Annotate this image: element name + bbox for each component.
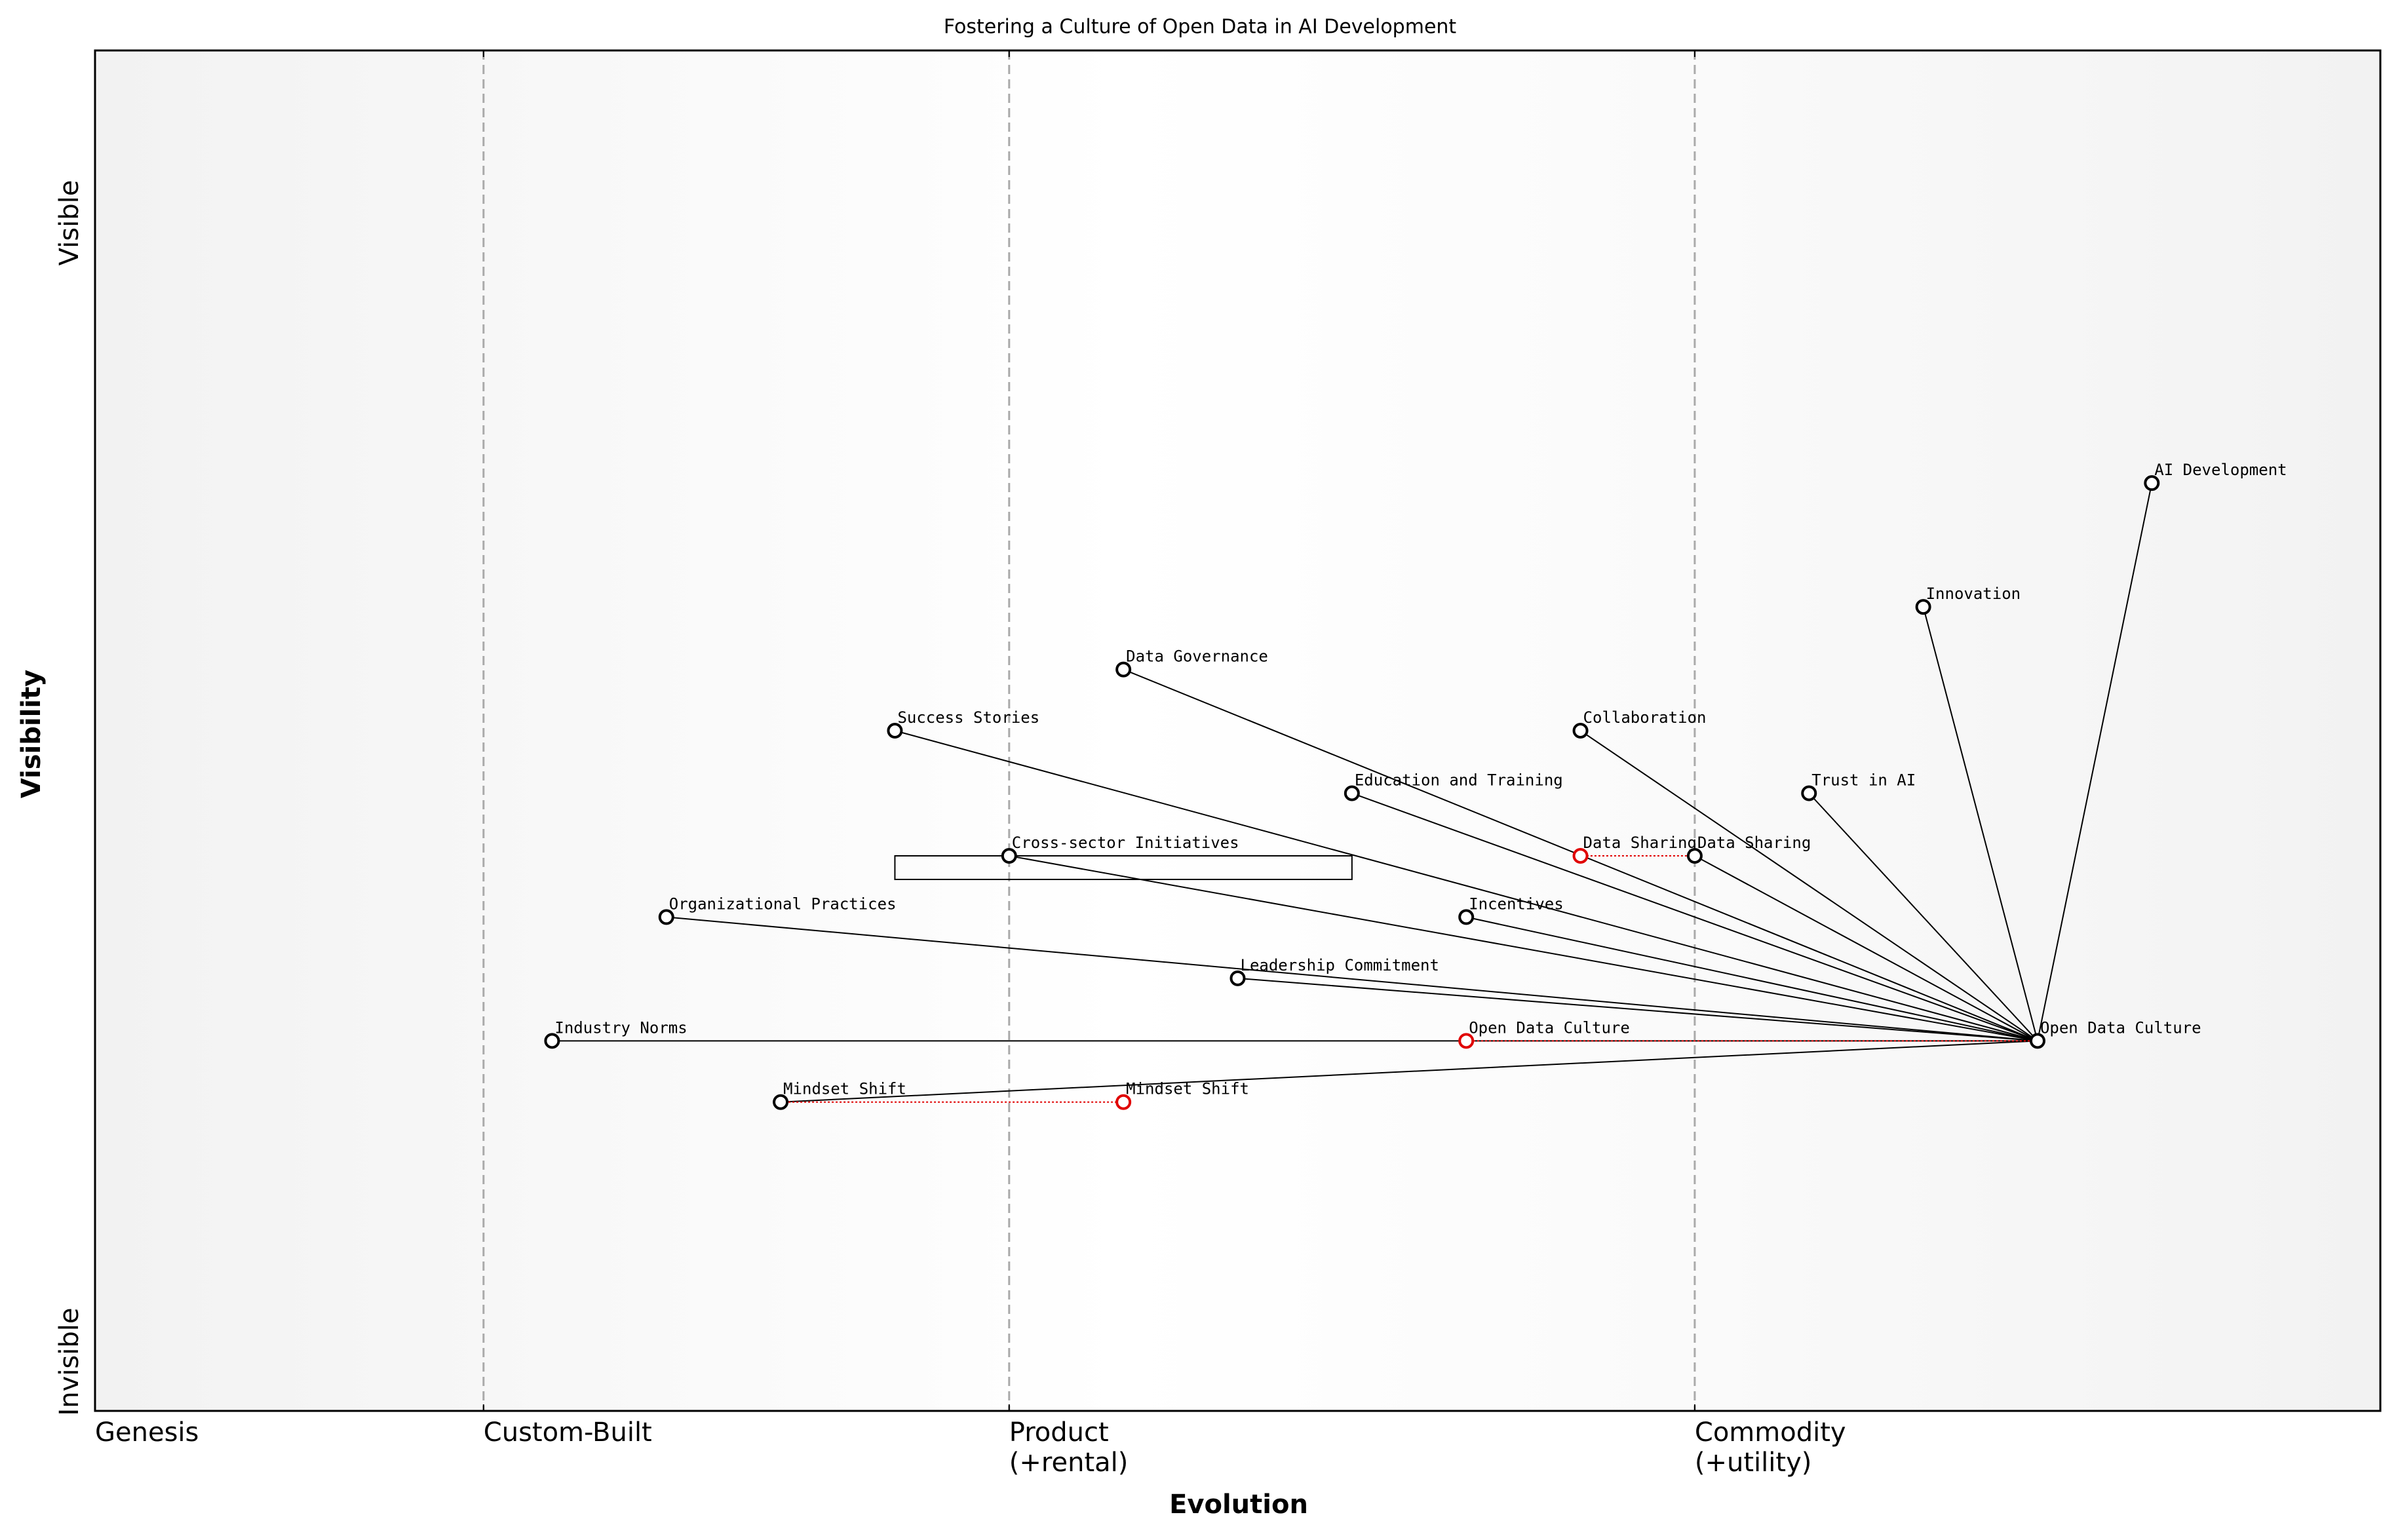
evolved-label: Mindset Shift	[1126, 1080, 1249, 1098]
component-label: Success Stories	[897, 708, 1039, 727]
component-label: Data Sharing	[1697, 834, 1811, 852]
component-marker	[1572, 723, 1589, 739]
chart-title: Fostering a Culture of Open Data in AI D…	[944, 16, 1457, 39]
component-label: Cross-sector Initiatives	[1012, 834, 1239, 852]
component-label: AI Development	[2154, 461, 2287, 479]
link	[1465, 916, 2038, 1042]
plot-background	[95, 50, 2380, 1411]
component-marker	[1115, 661, 1132, 678]
x-tick-label: Product (+rental)	[1009, 1417, 1129, 1478]
component-marker	[2029, 1033, 2045, 1049]
y-axis-title: Visibility	[16, 670, 47, 798]
pipeline	[894, 855, 1353, 880]
component-label: Industry Norms	[554, 1018, 687, 1037]
component-marker	[1801, 785, 1817, 801]
component-label: Data Governance	[1126, 647, 1268, 666]
component-marker	[658, 909, 674, 925]
component-marker	[1001, 847, 1017, 864]
link	[1579, 730, 2038, 1042]
component-marker	[2144, 475, 2160, 491]
link	[1351, 792, 2038, 1042]
component-label: Innovation	[1926, 585, 2021, 603]
component-marker	[544, 1033, 560, 1049]
link	[666, 916, 2038, 1042]
link	[1808, 792, 2038, 1042]
component-label: Collaboration	[1583, 708, 1707, 727]
x-axis-title: Evolution	[1169, 1490, 1308, 1520]
plot-frame	[94, 49, 2382, 1412]
link	[2036, 482, 2153, 1041]
component-label: Trust in AI	[1811, 771, 1916, 789]
evolved-label: Data Sharing	[1583, 834, 1697, 852]
link	[1009, 855, 2038, 1042]
link	[895, 730, 2038, 1042]
component-marker	[1229, 970, 1246, 986]
link	[1237, 977, 2038, 1042]
component-label: Incentives	[1469, 895, 1564, 913]
component-label: Mindset Shift	[783, 1080, 906, 1098]
component-label: Education and Training	[1355, 771, 1563, 789]
evolved-marker	[1115, 1094, 1132, 1110]
component-marker	[773, 1094, 789, 1110]
y-top-label: Visible	[54, 180, 85, 266]
y-bottom-label: Invisible	[54, 1308, 85, 1416]
component-marker	[1458, 909, 1475, 925]
component-label: Organizational Practices	[669, 895, 897, 913]
component-marker	[1344, 785, 1360, 801]
x-tick-label: Genesis	[95, 1417, 199, 1448]
component-marker	[1686, 847, 1703, 864]
component-marker	[1915, 599, 1931, 615]
evolved-marker	[1458, 1033, 1475, 1049]
evolved-label: Open Data Culture	[1469, 1018, 1630, 1037]
x-tick-label: Commodity (+utility)	[1694, 1417, 1846, 1478]
link	[1922, 606, 2038, 1041]
link	[1694, 855, 2038, 1042]
component-marker	[887, 723, 903, 739]
component-label: Leadership Commitment	[1241, 956, 1439, 974]
link	[781, 1040, 2038, 1103]
evolved-marker	[1572, 847, 1589, 864]
x-tick-label: Custom-Built	[483, 1417, 652, 1448]
component-label: Open Data Culture	[2040, 1018, 2201, 1037]
